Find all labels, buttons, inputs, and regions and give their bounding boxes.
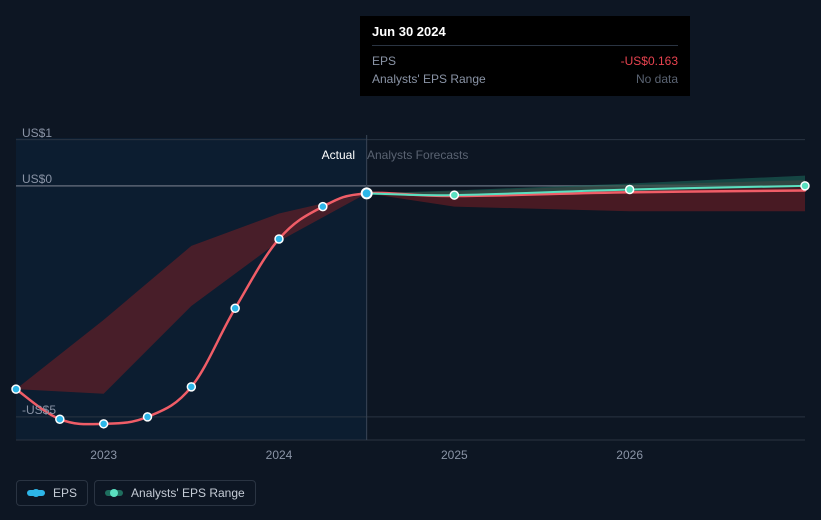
legend-range-swatch: [105, 490, 123, 496]
tooltip-range-label: Analysts' EPS Range: [372, 72, 486, 86]
actual-label: Actual: [322, 148, 355, 162]
legend-eps-label: EPS: [53, 486, 77, 500]
forecast-label: Analysts Forecasts: [367, 148, 468, 162]
tooltip-range-value: No data: [636, 72, 678, 86]
tooltip-row-eps: EPS -US$0.163: [372, 52, 678, 70]
chart-legend: EPS Analysts' EPS Range: [16, 480, 256, 506]
x-tick-label: 2023: [90, 448, 117, 462]
tooltip-eps-label: EPS: [372, 54, 396, 68]
x-tick-label: 2026: [616, 448, 643, 462]
x-tick-label: 2024: [266, 448, 293, 462]
legend-item-range[interactable]: Analysts' EPS Range: [94, 480, 256, 506]
x-tick-label: 2025: [441, 448, 468, 462]
chart-tooltip: Jun 30 2024 EPS -US$0.163 Analysts' EPS …: [360, 16, 690, 96]
y-tick-label: -US$5: [22, 403, 56, 417]
y-tick-label: US$0: [22, 172, 52, 186]
tooltip-title: Jun 30 2024: [372, 24, 678, 46]
y-tick-label: US$1: [22, 126, 52, 140]
legend-item-eps[interactable]: EPS: [16, 480, 88, 506]
tooltip-eps-value: -US$0.163: [621, 54, 678, 68]
tooltip-row-range: Analysts' EPS Range No data: [372, 70, 678, 88]
legend-eps-swatch: [27, 490, 45, 496]
legend-range-label: Analysts' EPS Range: [131, 486, 245, 500]
eps-chart: Actual Analysts Forecasts US$1US$0-US$5 …: [0, 0, 821, 520]
